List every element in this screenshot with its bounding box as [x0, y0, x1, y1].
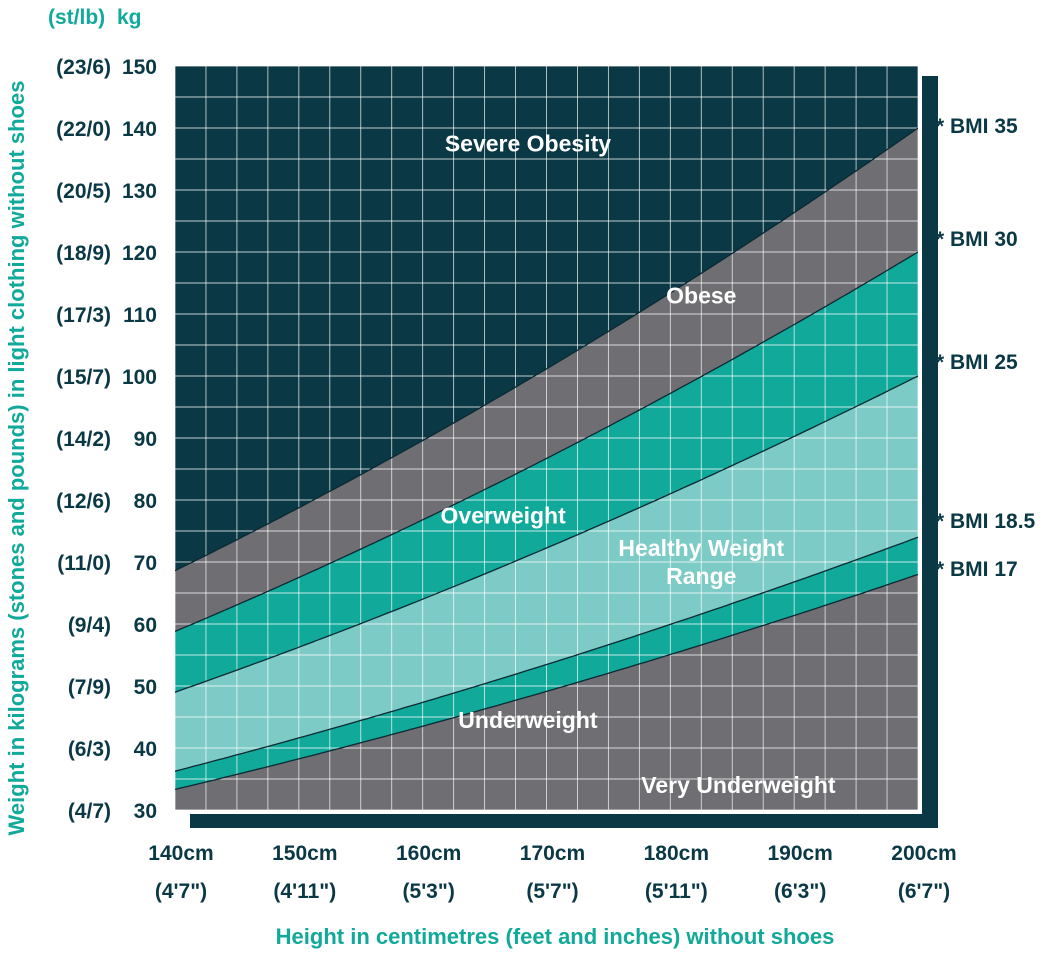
region-label: Range [666, 563, 736, 589]
y-unit-kg: kg [117, 6, 142, 29]
x-tick-ft: (6'7") [898, 880, 950, 903]
chart-shadow-bottom [190, 814, 938, 828]
y-tick-stlb: (23/6) [56, 56, 111, 79]
y-tick-stlb: (17/3) [56, 304, 111, 327]
y-tick-stlb: (6/3) [68, 738, 111, 761]
region-label: Very Underweight [641, 772, 836, 798]
y-tick-kg: 140 [122, 118, 157, 141]
y-tick-kg: 60 [134, 614, 157, 637]
y-tick-stlb: (15/7) [56, 366, 111, 389]
x-tick-ft: (6'3") [774, 880, 826, 903]
y-tick-kg: 90 [134, 428, 157, 451]
x-tick-ft: (5'7") [526, 880, 578, 903]
bmi-label: * BMI 25 [936, 351, 1018, 374]
x-axis-title: Height in centimetres (feet and inches) … [276, 924, 835, 949]
x-tick-ft: (4'7") [155, 880, 207, 903]
y-tick-kg: 110 [123, 304, 157, 327]
y-tick-kg: 130 [122, 180, 157, 203]
y-unit-stlb: (st/lb) [48, 6, 105, 29]
x-tick-cm: 160cm [396, 842, 461, 865]
region-label: Obese [666, 282, 736, 308]
x-tick-cm: 140cm [148, 842, 213, 865]
y-tick-kg: 50 [134, 676, 157, 699]
x-tick-ft: (5'11") [645, 880, 708, 903]
bmi-curve-18-5 [175, 536, 918, 772]
y-tick-stlb: (12/6) [56, 490, 111, 513]
y-tick-stlb: (20/5) [56, 180, 111, 203]
bmi-label: * BMI 17 [936, 558, 1018, 581]
bmi-curve-30 [175, 251, 918, 632]
y-tick-kg: 80 [134, 490, 157, 513]
y-tick-kg: 40 [134, 738, 157, 761]
y-tick-stlb: (22/0) [56, 118, 111, 141]
y-tick-stlb: (4/7) [68, 800, 111, 823]
y-tick-kg: 150 [122, 56, 157, 79]
x-tick-cm: 170cm [520, 842, 585, 865]
y-tick-stlb: (11/0) [57, 552, 111, 575]
x-tick-cm: 190cm [767, 842, 832, 865]
region-label: Underweight [458, 707, 598, 733]
y-tick-kg: 120 [122, 242, 157, 265]
x-tick-ft: (4'11") [273, 880, 336, 903]
bmi-curve-17 [175, 573, 918, 791]
x-tick-cm: 200cm [891, 842, 956, 865]
region-label: Severe Obesity [445, 131, 611, 157]
y-tick-kg: 70 [134, 552, 157, 575]
y-tick-stlb: (18/9) [56, 242, 111, 265]
bmi-curve-35 [175, 127, 918, 572]
y-tick-stlb: (14/2) [56, 428, 111, 451]
region-label: Overweight [441, 503, 567, 529]
region-label: Healthy Weight [618, 535, 784, 561]
x-tick-cm: 180cm [644, 842, 709, 865]
y-tick-stlb: (9/4) [68, 614, 111, 637]
y-axis-title: Weight in kilograms (stones and pounds) … [4, 81, 29, 836]
bmi-label: * BMI 30 [936, 228, 1018, 251]
chart-shadow-right [922, 76, 938, 828]
x-tick-ft: (5'3") [403, 880, 455, 903]
y-tick-stlb: (7/9) [68, 676, 111, 699]
y-tick-kg: 100 [122, 366, 157, 389]
bmi-label: * BMI 35 [936, 115, 1018, 138]
bmi-curve-25 [175, 375, 918, 693]
y-tick-kg: 30 [134, 800, 157, 823]
bmi-label: * BMI 18.5 [936, 510, 1036, 533]
x-tick-cm: 150cm [272, 842, 337, 865]
plot-area [175, 66, 918, 810]
